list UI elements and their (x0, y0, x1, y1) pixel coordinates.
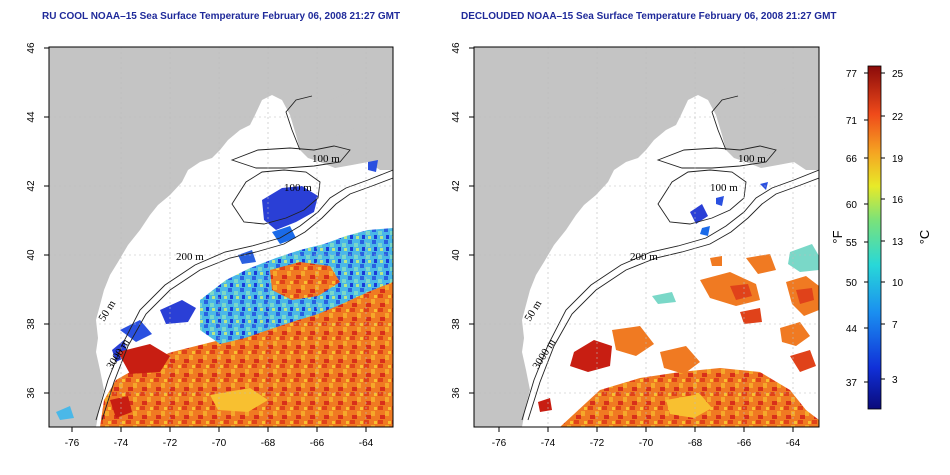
colorbar-c-label: 19 (892, 154, 904, 165)
right-x-axis: -76 -74 -72 -70 -68 -66 -64 (492, 427, 801, 449)
left-ytick: 40 (26, 249, 37, 261)
colorbar-f-label: 55 (846, 238, 858, 249)
colorbar-f-label: 77 (846, 69, 858, 80)
colorbar-c-label: 25 (892, 69, 904, 80)
colorbar-f-label: 66 (846, 154, 858, 165)
left-x-axis: -76 -74 -72 -70 -68 -66 -64 (65, 427, 374, 449)
left-panel-title: RU COOL NOAA–15 Sea Surface Temperature … (42, 11, 401, 22)
colorbar-f-unit: °F (830, 230, 845, 243)
left-ytick: 42 (26, 180, 37, 192)
right-label-100m-b: 100 m (710, 182, 738, 194)
left-xtick: -64 (359, 438, 374, 449)
left-ytick: 36 (26, 387, 37, 399)
right-xtick: -76 (492, 438, 507, 449)
right-sst-patches (538, 244, 819, 427)
colorbar-f-label: 37 (846, 378, 858, 389)
right-xtick: -72 (590, 438, 605, 449)
right-ytick: 42 (451, 180, 462, 192)
right-panel-title: DECLOUDED NOAA–15 Sea Surface Temperatur… (461, 11, 837, 22)
right-label-100m-a: 100 m (738, 153, 766, 165)
left-xtick: -66 (310, 438, 325, 449)
left-map-frame (48, 46, 394, 428)
right-cold-patches (690, 182, 768, 236)
colorbar-c-ticks: 25 22 19 16 13 10 7 3 (881, 69, 904, 386)
left-xtick: -70 (212, 438, 227, 449)
right-xtick: -66 (737, 438, 752, 449)
colorbar-c-label: 10 (892, 278, 904, 289)
colorbar-c-unit: °C (917, 230, 932, 245)
left-xtick: -74 (114, 438, 129, 449)
left-label-100m-a: 100 m (312, 153, 340, 165)
colorbar-f-label: 60 (846, 200, 858, 211)
right-label-200m: 200 m (630, 251, 658, 263)
colorbar-f-label: 44 (846, 324, 858, 335)
left-xtick: -76 (65, 438, 80, 449)
right-ytick: 46 (451, 42, 462, 54)
right-land (474, 47, 819, 427)
right-xtick: -64 (786, 438, 801, 449)
left-y-axis: 46 44 42 40 38 36 (26, 42, 49, 399)
right-y-axis: 46 44 42 40 38 36 (451, 42, 474, 399)
left-map: 100 m 100 m 200 m 50 m 3000 m -76 -74 -7… (26, 42, 394, 449)
colorbar-f-label: 71 (846, 116, 858, 127)
left-ytick: 44 (26, 111, 37, 123)
left-label-200m: 200 m (176, 251, 204, 263)
right-ytick: 40 (451, 249, 462, 261)
left-label-100m-b: 100 m (284, 182, 312, 194)
right-ytick: 44 (451, 111, 462, 123)
left-xtick: -68 (261, 438, 276, 449)
right-contours (521, 95, 819, 421)
left-warm-region (100, 278, 393, 427)
right-grid (474, 47, 819, 427)
right-map: 100 m 100 m 200 m 50 m 3000 m -76 -74 -7… (451, 42, 820, 449)
left-grid (49, 47, 393, 427)
colorbar-c-label: 22 (892, 112, 904, 123)
right-ytick: 38 (451, 318, 462, 330)
colorbar: 77 71 66 60 55 50 44 37 25 22 19 16 13 1… (830, 65, 932, 410)
colorbar-c-label: 16 (892, 195, 904, 206)
left-ytick: 46 (26, 42, 37, 54)
colorbar-c-label: 7 (892, 320, 898, 331)
right-xtick: -68 (688, 438, 703, 449)
right-ytick: 36 (451, 387, 462, 399)
right-xtick: -74 (541, 438, 556, 449)
colorbar-f-ticks: 77 71 66 60 55 50 44 37 (846, 69, 868, 389)
left-land (49, 47, 393, 427)
colorbar-c-label: 13 (892, 237, 904, 248)
colorbar-scale (867, 65, 882, 410)
left-ytick: 38 (26, 318, 37, 330)
right-xtick: -70 (639, 438, 654, 449)
colorbar-c-label: 3 (892, 375, 898, 386)
left-xtick: -72 (163, 438, 178, 449)
left-contours (95, 95, 393, 421)
colorbar-f-label: 50 (846, 278, 858, 289)
